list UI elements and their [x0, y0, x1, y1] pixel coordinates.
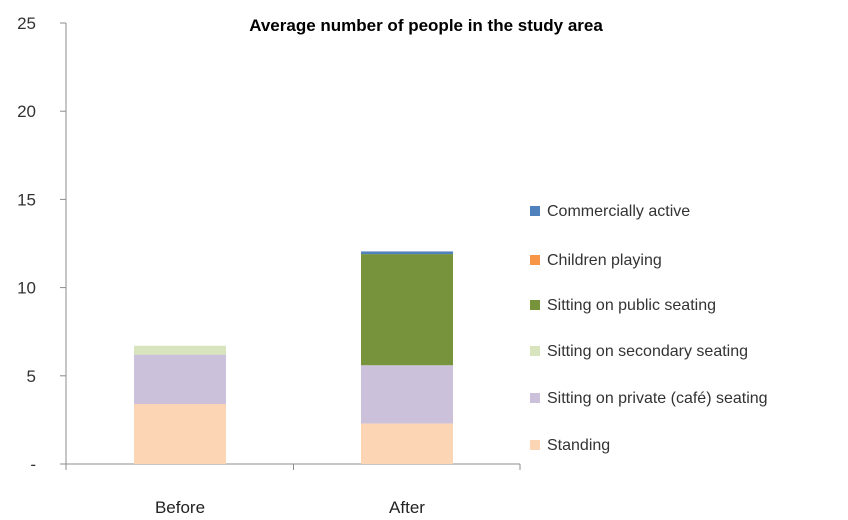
bar-segment [134, 345, 226, 355]
y-tick-label: 25 [17, 14, 36, 33]
category-label: Before [155, 498, 205, 517]
y-tick-label: 10 [17, 279, 36, 298]
y-tick-label: 20 [17, 102, 36, 121]
chart-title: Average number of people in the study ar… [249, 16, 603, 35]
legend: Commercially active Children playing Sitti… [530, 203, 768, 454]
legend-swatch [530, 440, 540, 450]
bar-segment [134, 354, 226, 405]
category-label: After [389, 498, 425, 517]
legend-swatch [530, 206, 540, 216]
bar-segment [361, 254, 453, 366]
y-tick-label: - [30, 455, 36, 474]
y-tick-label: 5 [27, 367, 36, 386]
legend-label: Commercially active [547, 203, 690, 220]
y-tick-label: 15 [17, 190, 36, 209]
bar-segment [134, 404, 226, 464]
legend-swatch [530, 346, 540, 356]
bars [134, 251, 453, 464]
legend-swatch [530, 300, 540, 310]
legend-label: Sitting on private (café) seating [547, 390, 768, 407]
legend-label: Sitting on public seating [547, 297, 716, 314]
legend-swatch [530, 393, 540, 403]
bar-segment [361, 365, 453, 424]
legend-swatch [530, 255, 540, 265]
bar-segment [361, 423, 453, 464]
legend-label: Children playing [547, 252, 662, 269]
legend-label: Sitting on secondary seating [547, 343, 748, 360]
legend-label: Standing [547, 437, 610, 454]
bar-segment [361, 251, 453, 255]
